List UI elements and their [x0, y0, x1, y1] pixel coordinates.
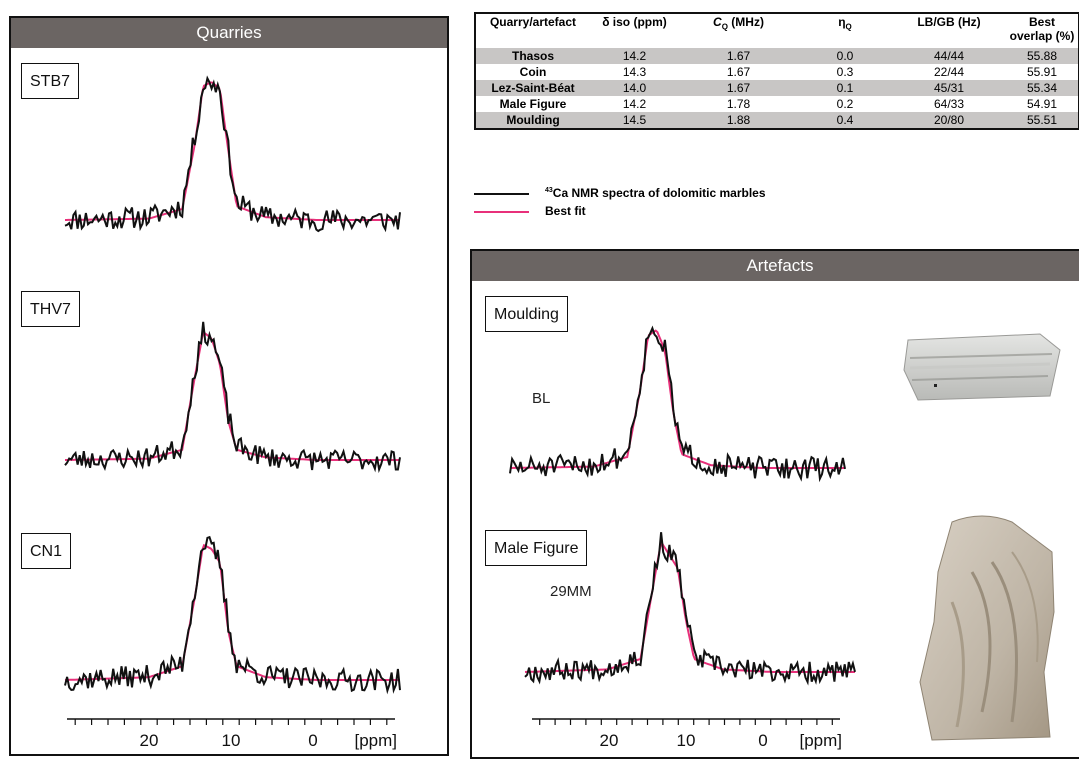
spectrum-plot-male-figure [524, 532, 856, 686]
spectrum-plot-cn1 [64, 535, 401, 695]
sample-label-male-figure: Male Figure [485, 530, 588, 566]
spectrum-plot-stb7 [64, 75, 401, 233]
table-cell-name: Lez-Saint-Béat [475, 80, 590, 96]
sample-label-thv7: THV7 [21, 291, 80, 327]
table-cell: 55.34 [1006, 80, 1079, 96]
x-tick-label: 0 [308, 731, 317, 750]
spectrum-line [509, 325, 846, 483]
table-cell: 14.2 [590, 48, 679, 64]
table-cell: 1.88 [679, 112, 798, 129]
table-cell: 55.88 [1006, 48, 1079, 64]
table-cell: 22/44 [892, 64, 1006, 80]
spectrum-line [64, 321, 401, 474]
header-overlap: Best overlap (%) [1006, 13, 1079, 48]
best-fit-line [524, 541, 855, 673]
x-tick-label: 0 [758, 731, 767, 750]
x-axis-label: [ppm] [354, 731, 397, 750]
table-cell-name: Male Figure [475, 96, 590, 112]
table-row: Moulding 14.5 1.88 0.4 20/80 55.51 [475, 112, 1079, 129]
spectrum-plot-thv7 [64, 321, 401, 474]
table-cell: 14.3 [590, 64, 679, 80]
table-cell: 1.67 [679, 48, 798, 64]
table-cell: 14.5 [590, 112, 679, 129]
table-cell: 14.0 [590, 80, 679, 96]
table-row: Thasos 14.2 1.67 0.0 44/44 55.88 [475, 48, 1079, 64]
sample-code-29mm: 29MM [550, 583, 592, 600]
x-tick-label: 20 [600, 731, 619, 750]
legend-spectra-label: Ca NMR spectra of dolomitic marbles [552, 186, 766, 200]
table-cell: 0.1 [798, 80, 892, 96]
best-fit-line [65, 81, 400, 221]
x-tick-label: 10 [222, 731, 241, 750]
table-cell: 1.67 [679, 64, 798, 80]
male-figure-photo [919, 515, 1055, 741]
table-cell: 45/31 [892, 80, 1006, 96]
table-cell-name: Coin [475, 64, 590, 80]
header-cq: CQ (MHz) [679, 13, 798, 48]
table-cell-name: Thasos [475, 48, 590, 64]
legend-spectra-line [474, 192, 529, 195]
table-cell: 55.91 [1006, 64, 1079, 80]
table-cell: 1.67 [679, 80, 798, 96]
results-table-body: Thasos 14.2 1.67 0.0 44/44 55.88 Coin 14.3 1.67 0… [475, 48, 1079, 129]
best-fit-line [65, 331, 400, 461]
table-cell: 0.2 [798, 96, 892, 112]
table-header-row: Quarry/artefact δ iso (ppm) CQ (MHz) ηQ … [475, 13, 1079, 48]
table-cell: 14.2 [590, 96, 679, 112]
table-cell: 44/44 [892, 48, 1006, 64]
sample-code-bl: BL [532, 390, 551, 407]
spectrum-line [64, 75, 401, 233]
table-cell: 64/33 [892, 96, 1006, 112]
x-tick-label: 20 [140, 731, 159, 750]
quarries-panel-title: Quarries [11, 18, 447, 48]
table-row: Coin 14.3 1.67 0.3 22/44 55.91 [475, 64, 1079, 80]
table-cell: 55.51 [1006, 112, 1079, 129]
spectrum-plot-moulding [509, 325, 846, 483]
header-lbgb: LB/GB (Hz) [892, 13, 1006, 48]
table-row: Lez-Saint-Béat 14.0 1.67 0.1 45/31 55.34 [475, 80, 1079, 96]
legend-fit-label: Best fit [545, 204, 586, 218]
sample-label-moulding: Moulding [485, 296, 568, 332]
header-quarry: Quarry/artefact [475, 13, 590, 48]
ppm-axis-quarries: 20 10 0 [ppm] [67, 718, 397, 750]
table-cell: 54.91 [1006, 96, 1079, 112]
moulding-photo [903, 333, 1061, 401]
header-eta: ηQ [798, 13, 892, 48]
header-delta-iso: δ iso (ppm) [590, 13, 679, 48]
table-cell: 0.0 [798, 48, 892, 64]
spectrum-line [524, 532, 856, 686]
x-tick-label: 10 [677, 731, 696, 750]
table-cell: 0.3 [798, 64, 892, 80]
sample-label-cn1: CN1 [21, 533, 72, 569]
legend-fit: Best fit [474, 203, 586, 219]
legend-spectra: 43Ca NMR spectra of dolomitic marbles [474, 183, 766, 200]
best-fit-line [64, 543, 400, 681]
table-cell-name: Moulding [475, 112, 590, 129]
ppm-axis-artefacts: 20 10 0 [ppm] [532, 718, 842, 750]
spectrum-line [64, 535, 401, 695]
artefacts-panel-title: Artefacts [472, 251, 1079, 281]
legend-fit-line [474, 210, 529, 213]
best-fit-line [510, 329, 845, 469]
table-cell: 20/80 [892, 112, 1006, 129]
x-axis-label: [ppm] [799, 731, 842, 750]
table-cell: 0.4 [798, 112, 892, 129]
table-cell: 1.78 [679, 96, 798, 112]
results-table: Quarry/artefact δ iso (ppm) CQ (MHz) ηQ … [474, 12, 1079, 130]
table-row: Male Figure 14.2 1.78 0.2 64/33 54.91 [475, 96, 1079, 112]
sample-label-stb7: STB7 [21, 63, 80, 99]
